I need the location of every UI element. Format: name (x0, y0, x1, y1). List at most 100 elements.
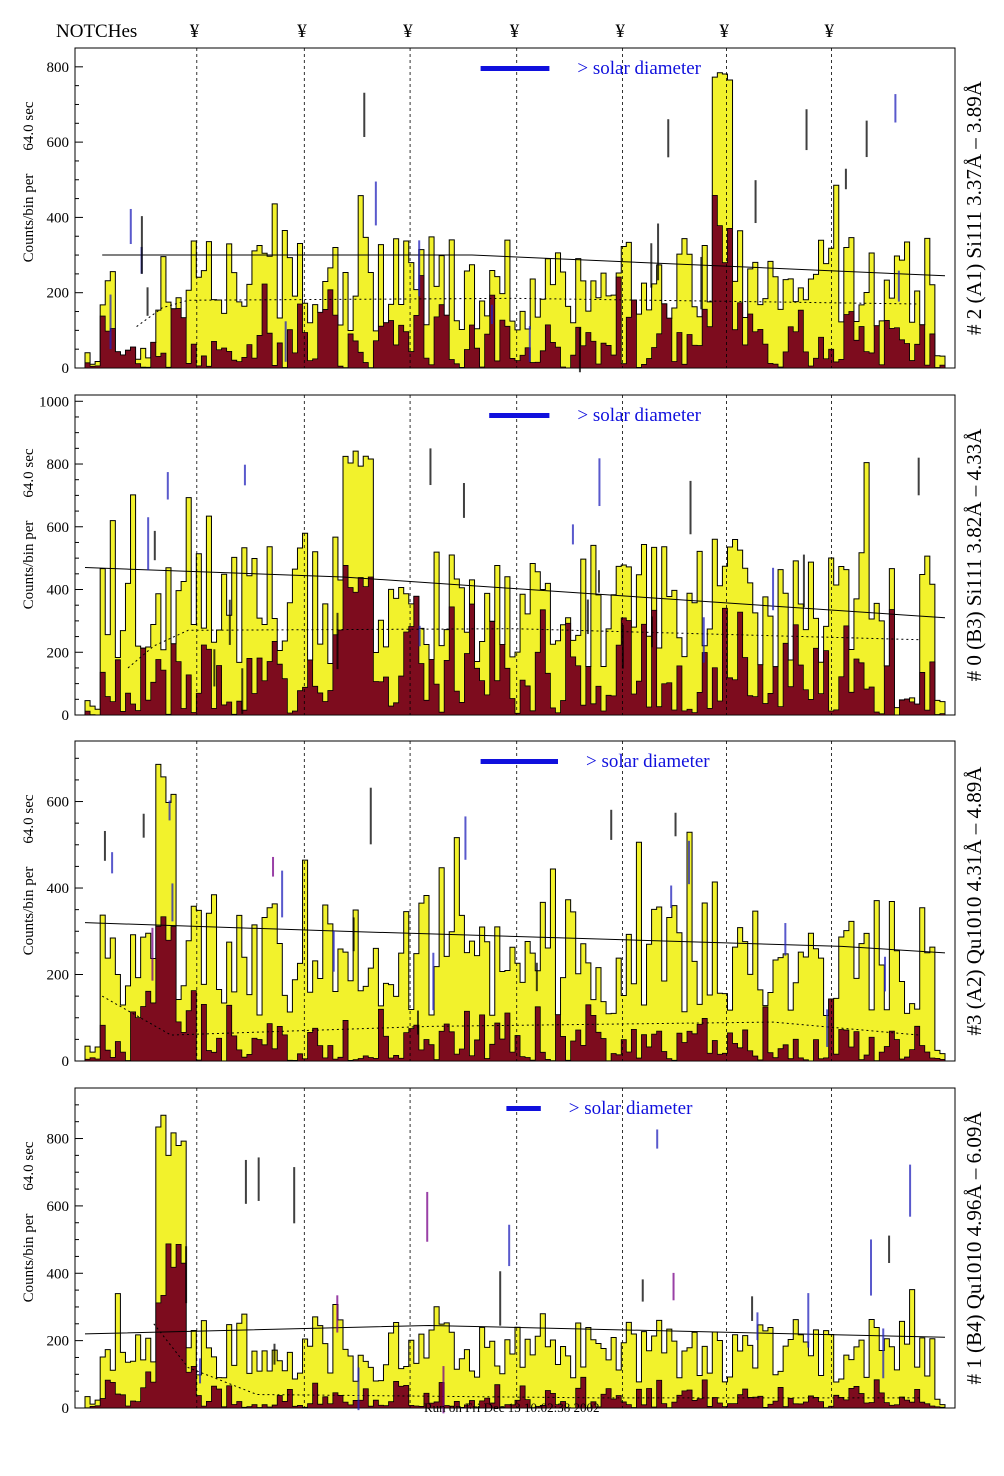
background-dotted-line (101, 995, 920, 1036)
line-annotation (442, 1366, 445, 1414)
y-tick-label: 600 (47, 795, 70, 811)
y-tick-label: 600 (47, 1199, 70, 1215)
y-tick-label: 0 (62, 1054, 70, 1070)
line-annotation (273, 1343, 276, 1365)
y-tick-label: 200 (47, 1334, 70, 1350)
notch-symbol-1: ¥ (190, 21, 200, 42)
line-annotation (578, 327, 581, 373)
notch-symbol-7: ¥ (824, 21, 834, 42)
line-annotation (199, 1358, 202, 1384)
panels: 0 200 400 600 800 Counts/bin per 64.0 sec # 2 (… (21, 47, 986, 1417)
y-tick-label: 400 (47, 881, 70, 897)
y-tick-label: 600 (47, 520, 70, 536)
source-counts-histogram (84, 565, 946, 716)
line-annotation (597, 570, 600, 593)
line-annotation (689, 480, 692, 535)
y-tick-label: 200 (47, 645, 70, 661)
line-annotation (650, 616, 653, 648)
y-axis-label: Counts/bin per (21, 1214, 37, 1303)
total-counts-histogram (84, 450, 946, 716)
line-annotation (336, 1295, 339, 1333)
line-annotation (528, 326, 531, 362)
line-annotation (103, 830, 106, 861)
line-annotation (667, 119, 670, 158)
line-annotation (146, 287, 149, 316)
y-tick-label: 800 (47, 1132, 70, 1148)
legend-label: > solar diameter (577, 58, 701, 79)
line-annotation (243, 464, 246, 486)
line-annotation (185, 1246, 188, 1304)
line-annotation (426, 1191, 429, 1242)
y-tick-label: 0 (62, 361, 70, 377)
line-annotation (272, 856, 275, 877)
line-annotation (464, 816, 467, 860)
line-annotation (882, 1328, 885, 1379)
y-axis-label-exposure: 64.0 sec (21, 1141, 37, 1190)
y-tick-label: 400 (47, 583, 70, 599)
line-annotation (111, 852, 114, 874)
legend-bar (480, 66, 550, 71)
y-tick-label: 0 (62, 1401, 70, 1417)
line-annotation (894, 94, 897, 123)
line-annotation (357, 1367, 360, 1411)
line-annotation (499, 1271, 502, 1326)
background-dotted-line (136, 297, 920, 327)
notch-symbol-6: ¥ (720, 21, 730, 42)
line-annotation (369, 787, 372, 845)
y-tick-label: 400 (47, 210, 70, 226)
line-annotation (241, 668, 244, 714)
line-annotation (884, 956, 887, 992)
y-axis-label-exposure: 64.0 sec (21, 448, 37, 497)
notch-markers: ¥ ¥ ¥ ¥ ¥ ¥ ¥ (190, 21, 835, 42)
legend-bar (480, 759, 558, 764)
y-tick-label: 400 (47, 1266, 70, 1282)
line-annotation (865, 120, 868, 158)
y-tick-label: 800 (47, 457, 70, 473)
line-annotation (418, 625, 421, 647)
line-annotation (293, 1167, 296, 1224)
run-timestamp: Run on Fri Dec 13 10:02:38 2002 (424, 1400, 600, 1415)
line-annotation (700, 256, 703, 310)
line-annotation (418, 240, 421, 297)
line-annotation (870, 1239, 873, 1296)
line-annotation (213, 649, 216, 687)
line-annotation (142, 813, 145, 838)
notch-symbol-5: ¥ (616, 21, 626, 42)
source-counts-histogram (84, 916, 946, 1062)
line-annotation (641, 1279, 644, 1302)
line-annotation (657, 223, 660, 281)
y-axis-label-exposure: 64.0 sec (21, 794, 37, 843)
line-annotation (674, 812, 677, 837)
panel-B3: 0 200 400 600 800 1000 Counts/bin per 64.0 sec #… (21, 394, 986, 724)
line-annotation (826, 1009, 829, 1047)
line-annotation (807, 1293, 810, 1348)
line-annotation (363, 92, 366, 137)
line-annotation (702, 617, 705, 663)
background-solid-line (84, 1324, 946, 1338)
line-annotation (171, 883, 174, 922)
line-annotation (909, 1164, 912, 1217)
line-annotation (432, 952, 435, 1011)
legend-label: > solar diameter (586, 751, 710, 772)
background-solid-line (84, 922, 946, 954)
line-annotation (844, 168, 847, 190)
source-counts-histogram (84, 1243, 946, 1409)
line-annotation (244, 1159, 247, 1204)
line-annotation (284, 321, 287, 362)
line-annotation (535, 962, 538, 992)
line-annotation (508, 1224, 511, 1267)
line-annotation (888, 1235, 891, 1263)
y-axis-label-exposure: 64.0 sec (21, 101, 37, 150)
line-annotation (168, 800, 171, 821)
line-annotation (490, 304, 493, 324)
line-annotation (109, 294, 112, 350)
line-annotation (147, 517, 150, 571)
total-counts-histogram (84, 763, 946, 1062)
notch-symbol-3: ¥ (403, 21, 413, 42)
y-tick-label: 800 (47, 60, 70, 76)
line-annotation (805, 109, 808, 151)
panel-title: # 2 (A1) Si111 3.37Å – 3.89Å (962, 80, 986, 335)
line-annotation (917, 457, 920, 496)
line-annotation (598, 458, 601, 507)
source-counts-histogram (84, 194, 946, 369)
